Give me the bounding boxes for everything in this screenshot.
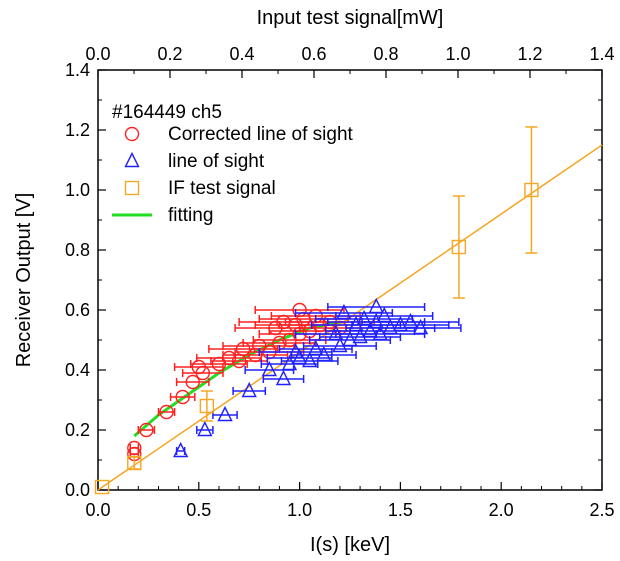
triangle-marker (376, 306, 392, 323)
legend-title: #164449 ch5 (112, 102, 222, 123)
y-axis-left: 0.0 0.2 0.4 0.6 0.8 1.0 1.2 1.4 (65, 60, 602, 500)
triangle-marker (308, 339, 324, 356)
triangle-marker (392, 315, 409, 332)
legend-circle-swatch (124, 126, 140, 142)
circle-marker (191, 359, 207, 375)
y-tick-label: 0.4 (65, 360, 90, 380)
x-axis-label: I(s) [keV] (310, 534, 390, 556)
circle-marker (185, 374, 200, 390)
x2-tick-label: 0.8 (373, 44, 398, 64)
legend-square-swatch (124, 180, 140, 196)
legend-entry-label: IF test signal (168, 178, 276, 199)
circle-marker (139, 422, 154, 438)
square-marker (524, 182, 539, 198)
triangle-marker (362, 321, 378, 338)
triangle-marker (261, 360, 277, 377)
y-tick-label: 0.6 (65, 300, 90, 320)
legend-entry-label: line of sight (168, 151, 265, 172)
triangle-marker (412, 318, 429, 335)
x2-tick-label: 1.4 (589, 44, 614, 64)
circle-marker (127, 440, 142, 456)
legend-entry-label: Corrected line of sight (168, 124, 354, 145)
legend-triangle-swatch (124, 151, 140, 168)
triangle-marker (287, 342, 304, 359)
x-tick-label: 2.5 (589, 500, 614, 520)
triangle-marker (275, 369, 292, 386)
x2-tick-label: 0.2 (157, 44, 182, 64)
x-tick-label: 0.0 (85, 500, 110, 520)
x-axis-top: 0.0 0.2 0.4 0.6 0.8 1.0 1.2 1.4 (85, 44, 615, 78)
x-tick-label: 0.5 (186, 500, 211, 520)
triangle-marker (356, 309, 372, 326)
square-marker (199, 398, 215, 414)
y-tick-label: 0.8 (65, 240, 90, 260)
x2-tick-label: 1.0 (445, 44, 470, 64)
y-tick-label: 0.2 (65, 420, 90, 440)
x2-tick-label: 0.0 (85, 44, 110, 64)
y-tick-label: 1.0 (65, 180, 90, 200)
square-marker (94, 479, 110, 495)
x-tick-label: 1.0 (287, 500, 312, 520)
legend-entry-label: fitting (168, 205, 213, 226)
triangle-marker (328, 324, 344, 341)
circle-marker (175, 389, 190, 405)
x2-tick-label: 0.6 (301, 44, 326, 64)
triangle-marker (336, 303, 352, 320)
legend: #164449 ch5 Corrected line of sight line … (112, 102, 354, 226)
square-marker (127, 455, 142, 471)
triangle-marker (173, 441, 189, 458)
y-tick-label: 1.2 (65, 120, 90, 140)
circle-marker (159, 404, 174, 420)
triangle-marker (368, 297, 384, 314)
y-axis-label: Receiver Output [V] (13, 193, 35, 368)
triangle-marker (197, 420, 213, 437)
square-marker (451, 239, 467, 255)
triangle-marker (342, 330, 358, 347)
triangle-marker (302, 351, 318, 368)
x-axis-bottom: 0.0 0.5 1.0 1.5 2.0 2.5 (85, 482, 615, 520)
x2-tick-label: 1.2 (517, 44, 542, 64)
triangle-marker (382, 318, 398, 335)
triangle-marker (217, 405, 233, 422)
triangle-marker (241, 381, 257, 398)
x-tick-label: 2.0 (489, 500, 514, 520)
y-tick-label: 1.4 (65, 60, 90, 80)
x-tick-label: 1.5 (388, 500, 413, 520)
x2-tick-label: 0.4 (229, 44, 254, 64)
data-points (94, 126, 539, 495)
y-tick-label: 0.0 (65, 480, 90, 500)
circle-marker (292, 302, 307, 318)
x2-axis-label: Input test signal[mW] (257, 7, 444, 29)
